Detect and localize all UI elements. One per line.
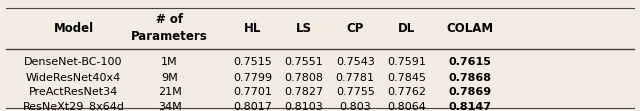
Text: 0.7755: 0.7755 bbox=[336, 87, 374, 97]
Text: LS: LS bbox=[296, 22, 312, 35]
Text: 21M: 21M bbox=[157, 87, 182, 97]
Text: 0.8103: 0.8103 bbox=[285, 102, 323, 111]
Text: 0.7799: 0.7799 bbox=[233, 73, 273, 83]
Text: 0.803: 0.803 bbox=[339, 102, 371, 111]
Text: CP: CP bbox=[346, 22, 364, 35]
Text: 0.7615: 0.7615 bbox=[449, 57, 492, 67]
Text: 0.7827: 0.7827 bbox=[284, 87, 324, 97]
Text: DL: DL bbox=[398, 22, 415, 35]
Text: 0.7808: 0.7808 bbox=[285, 73, 323, 83]
Text: PreActResNet34: PreActResNet34 bbox=[29, 87, 118, 97]
Text: 0.7762: 0.7762 bbox=[387, 87, 426, 97]
Text: # of: # of bbox=[156, 13, 183, 27]
Text: 0.7868: 0.7868 bbox=[449, 73, 492, 83]
Text: 0.7543: 0.7543 bbox=[336, 57, 374, 67]
Text: DenseNet-BC-100: DenseNet-BC-100 bbox=[24, 57, 123, 67]
Text: COLAM: COLAM bbox=[447, 22, 494, 35]
Text: 0.7515: 0.7515 bbox=[234, 57, 272, 67]
Text: 9M: 9M bbox=[161, 73, 178, 83]
Text: 0.7845: 0.7845 bbox=[387, 73, 426, 83]
Text: 0.8064: 0.8064 bbox=[387, 102, 426, 111]
Text: Model: Model bbox=[54, 22, 93, 35]
Text: 1M: 1M bbox=[161, 57, 178, 67]
Text: 0.7701: 0.7701 bbox=[234, 87, 272, 97]
Text: 34M: 34M bbox=[157, 102, 182, 111]
Text: 0.8147: 0.8147 bbox=[449, 102, 492, 111]
Text: Parameters: Parameters bbox=[131, 30, 208, 43]
Text: 0.7869: 0.7869 bbox=[449, 87, 492, 97]
Text: ResNeXt29_8x64d: ResNeXt29_8x64d bbox=[22, 101, 125, 111]
Text: 0.7551: 0.7551 bbox=[285, 57, 323, 67]
Text: 0.7781: 0.7781 bbox=[336, 73, 374, 83]
Text: HL: HL bbox=[244, 22, 262, 35]
Text: WideResNet40x4: WideResNet40x4 bbox=[26, 73, 121, 83]
Text: 0.7591: 0.7591 bbox=[387, 57, 426, 67]
Text: 0.8017: 0.8017 bbox=[234, 102, 272, 111]
